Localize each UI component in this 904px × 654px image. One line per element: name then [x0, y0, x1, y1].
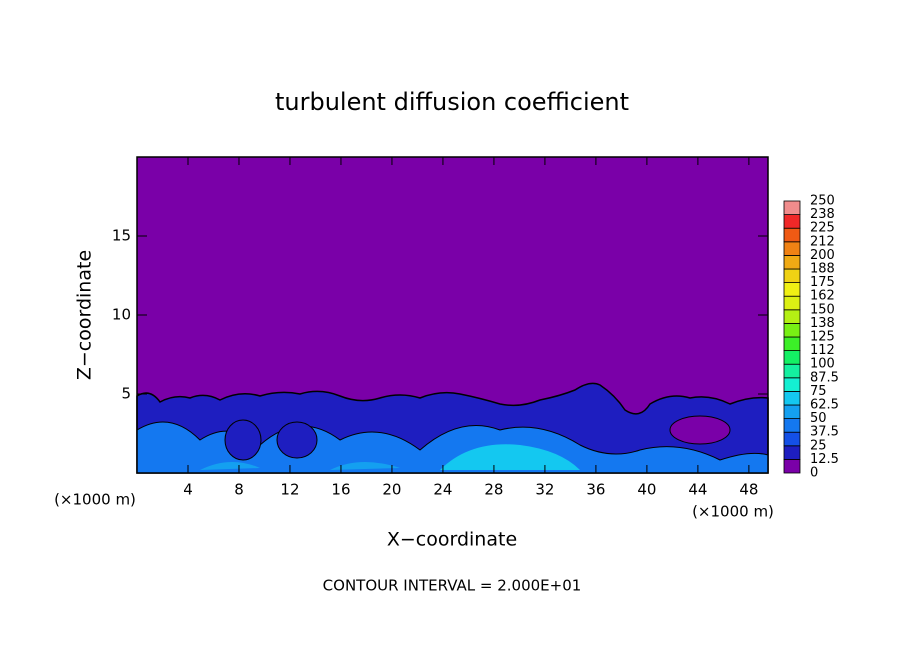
- colorbar-band: [783, 350, 801, 365]
- colorbar-label: 162: [810, 289, 835, 304]
- colorbar-label: 50: [810, 411, 827, 426]
- colorbar-label: 12.5: [810, 452, 839, 467]
- colorbar-band: [783, 336, 801, 352]
- colorbar-label: 188: [810, 262, 835, 277]
- y-unit: (×1000 m): [54, 491, 136, 509]
- colorbar-label: 250: [810, 194, 835, 209]
- y-tick-label: 15: [112, 227, 131, 245]
- x-axis-label: X−coordinate: [387, 529, 517, 551]
- colorbar-band: [783, 363, 801, 379]
- colorbar-band: [783, 227, 801, 243]
- colorbar-band: [783, 390, 801, 406]
- field-low: [276, 421, 318, 459]
- y-axis-label: Z−coordinate: [74, 250, 96, 380]
- colorbar-label: 0: [810, 466, 818, 481]
- contour-field: [136, 157, 769, 474]
- colorbar-label: 125: [810, 330, 835, 345]
- colorbar-label: 238: [810, 207, 835, 222]
- colorbar-band: [783, 214, 801, 229]
- x-tick-label: 40: [637, 481, 656, 499]
- x-tick-label: 32: [535, 481, 554, 499]
- colorbar-band: [783, 322, 801, 338]
- x-tick-label: 48: [739, 481, 758, 499]
- colorbar-band: [783, 268, 801, 284]
- colorbar-band: [783, 431, 801, 447]
- x-unit: (×1000 m): [692, 503, 774, 521]
- colorbar-band: [783, 295, 801, 311]
- chart-title: turbulent diffusion coefficient: [275, 88, 629, 116]
- colorbar-label: 25: [810, 438, 827, 453]
- colorbar-band: [783, 445, 801, 460]
- x-tick-label: 44: [688, 481, 707, 499]
- x-tick-label: 36: [586, 481, 605, 499]
- colorbar-band: [783, 200, 801, 216]
- colorbar-label: 138: [810, 316, 835, 331]
- colorbar-band: [783, 282, 801, 297]
- colorbar-band: [783, 241, 801, 256]
- x-tick-label: 16: [331, 481, 350, 499]
- colorbar-band: [783, 377, 801, 392]
- colorbar-label: 62.5: [810, 398, 839, 413]
- x-tick-label: 4: [183, 481, 193, 499]
- colorbar-label: 75: [810, 384, 827, 399]
- colorbar-label: 175: [810, 275, 835, 290]
- x-tick-label: 28: [484, 481, 503, 499]
- colorbar-label: 225: [810, 221, 835, 236]
- colorbar-label: 212: [810, 234, 835, 249]
- field-low: [224, 419, 262, 461]
- colorbar-label: 87.5: [810, 370, 839, 385]
- colorbar-label: 37.5: [810, 425, 839, 440]
- colorbar-label: 200: [810, 248, 835, 263]
- colorbar-band: [783, 309, 801, 324]
- y-tick-label: 5: [121, 385, 131, 403]
- field-high: [440, 444, 580, 470]
- x-tick-label: 12: [280, 481, 299, 499]
- colorbar-band: [783, 458, 801, 474]
- x-tick-label: 24: [433, 481, 452, 499]
- colorbar-label: 100: [810, 357, 835, 372]
- colorbar-label: 112: [810, 343, 835, 358]
- y-tick-label: 10: [112, 306, 131, 324]
- colorbar-band: [783, 254, 801, 270]
- colorbar-label: 150: [810, 302, 835, 317]
- contour-note: CONTOUR INTERVAL = 2.000E+01: [323, 577, 582, 595]
- colorbar-band: [783, 418, 801, 433]
- x-tick-label: 8: [234, 481, 244, 499]
- field-low: [669, 415, 731, 445]
- colorbar-band: [783, 404, 801, 420]
- field-high: [200, 461, 400, 470]
- x-tick-label: 20: [382, 481, 401, 499]
